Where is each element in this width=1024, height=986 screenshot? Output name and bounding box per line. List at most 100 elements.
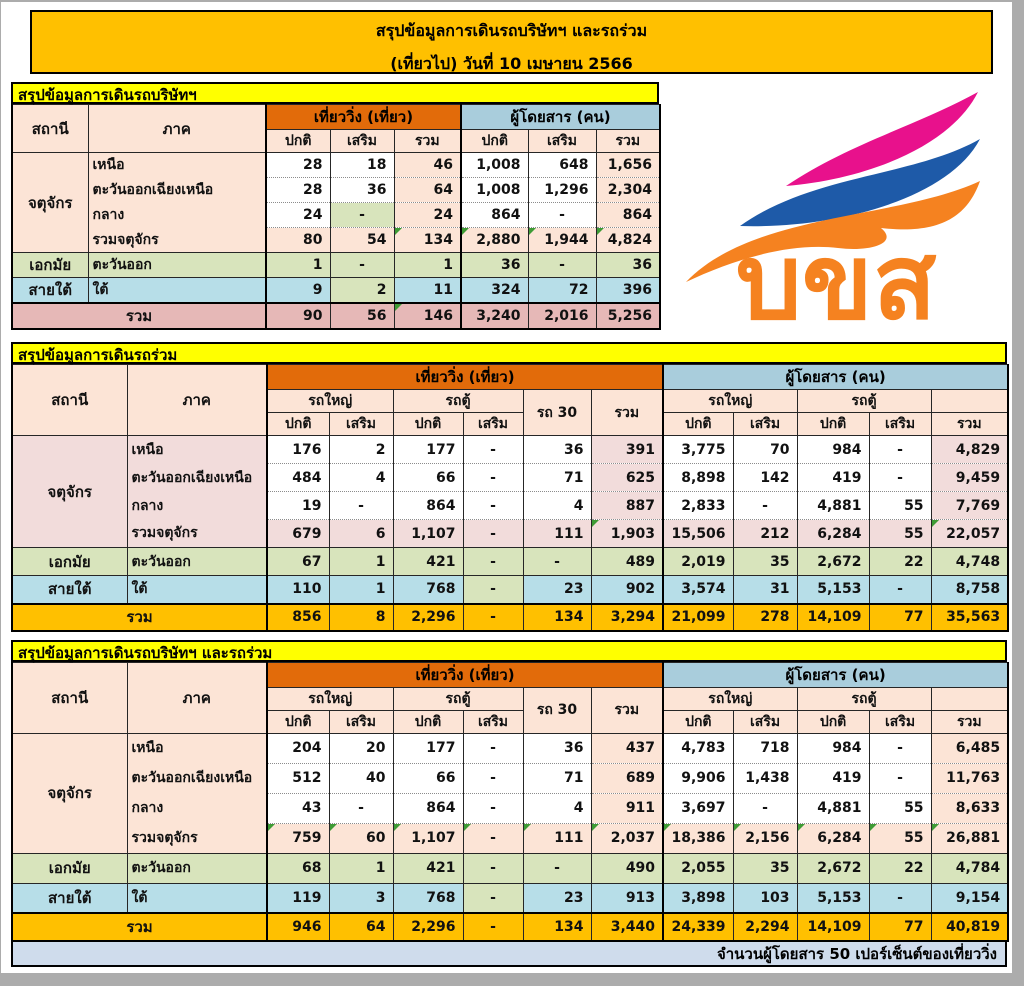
- data-cell: 887: [590, 491, 664, 520]
- header-station: สถานี: [11, 661, 128, 733]
- joint-table: สถานี ภาค เที่ยววิ่ง (เที่ยว) ผู้โดยสาร …: [11, 364, 1010, 632]
- data-cell: 4,881: [796, 792, 870, 823]
- data-cell: 512: [266, 762, 330, 793]
- data-cell: 1: [393, 252, 462, 278]
- data-cell: 2,880: [460, 227, 529, 253]
- data-cell: 913: [590, 882, 664, 913]
- total-cell: 2,294: [732, 912, 798, 941]
- header-normal: ปกติ: [392, 412, 464, 436]
- region-cell: ตะวันออก: [87, 252, 267, 278]
- company-section: สรุปข้อมูลการเดินรถบริษัทฯ สถานี ภาค เที…: [11, 82, 1012, 334]
- data-cell: 2,304: [595, 177, 661, 203]
- data-cell: 22: [868, 547, 932, 576]
- header-extra: เสริม: [462, 709, 524, 733]
- data-cell: 679: [266, 519, 330, 548]
- header-normal: ปกติ: [265, 129, 331, 153]
- station-cell: สายใต้: [11, 575, 128, 604]
- data-cell: -: [328, 491, 394, 520]
- header-extra: เสริม: [328, 709, 394, 733]
- station-cell: จตุจักร: [11, 152, 89, 253]
- region-cell: รวมจตุจักร: [126, 823, 268, 853]
- data-cell: 759: [266, 822, 330, 853]
- station-cell: สายใต้: [11, 277, 89, 303]
- header-extra: เสริม: [462, 412, 524, 436]
- total-cell: 35,563: [930, 602, 1009, 631]
- data-cell: 1,944: [527, 227, 597, 253]
- header-extra: เสริม: [732, 709, 798, 733]
- data-cell: 1: [328, 547, 394, 576]
- data-cell: -: [462, 435, 524, 464]
- station-cell: สายใต้: [11, 882, 128, 913]
- data-cell: 1: [328, 852, 394, 883]
- data-cell: 396: [595, 277, 661, 303]
- data-cell: 3,898: [662, 882, 734, 913]
- report-subtitle: (เที่ยวไป) วันที่ 10 เมษายน 2566: [390, 54, 633, 73]
- region-cell: ใต้: [87, 277, 267, 303]
- data-cell: 36: [522, 435, 592, 464]
- data-cell: 204: [266, 732, 330, 763]
- data-cell: 1,903: [590, 519, 664, 548]
- data-cell: 768: [392, 575, 464, 604]
- data-cell: 8,633: [930, 792, 1009, 823]
- data-cell: 864: [392, 792, 464, 823]
- company-table-block: สรุปข้อมูลการเดินรถบริษัทฯ สถานี ภาค เที…: [11, 82, 662, 334]
- total-cell: 14,109: [796, 602, 870, 631]
- data-cell: 31: [732, 575, 798, 604]
- data-cell: -: [462, 575, 524, 604]
- data-cell: 80: [265, 227, 331, 253]
- data-cell: 6,485: [930, 732, 1009, 763]
- data-cell: 6,284: [796, 822, 870, 853]
- data-cell: 768: [392, 882, 464, 913]
- total-cell: 3,294: [590, 602, 664, 631]
- table-row: รวมจตุจักร 679 6 1,107 - 111 1,903 15,50…: [12, 519, 1009, 548]
- station-cell: จตุจักร: [11, 732, 128, 853]
- data-cell: 55: [868, 491, 932, 520]
- station-cell: เอกมัย: [11, 547, 128, 576]
- header-normal: ปกติ: [460, 129, 529, 153]
- total-label: รวม: [11, 302, 267, 329]
- data-cell: 36: [522, 732, 592, 763]
- data-cell: 1,008: [460, 177, 529, 203]
- data-cell: 421: [392, 547, 464, 576]
- table-row: เอกมัย ตะวันออก 1 - 1 36 - 36: [11, 252, 661, 278]
- data-cell: 18,386: [662, 822, 734, 853]
- data-cell: 36: [460, 252, 529, 278]
- data-cell: 71: [522, 463, 592, 492]
- data-cell: 1,107: [392, 519, 464, 548]
- data-cell: -: [868, 463, 932, 492]
- spreadsheet-page: สรุปข้อมูลการเดินรถบริษัทฯ และรถร่วม (เท…: [1, 2, 1012, 973]
- total-cell: 14,109: [796, 912, 870, 941]
- data-cell: 2,156: [732, 822, 798, 853]
- region-cell: ตะวันออก: [126, 547, 268, 576]
- data-cell: 625: [590, 463, 664, 492]
- table-row: สายใต้ ใต้ 119 3 768 - 23 913 3,898 103 …: [11, 882, 1009, 913]
- header-bus-van: รถตู้: [392, 389, 524, 413]
- table-row: รวมจตุจักร 80 54 134 2,880 1,944 4,824: [12, 227, 661, 253]
- data-cell: 111: [522, 519, 592, 548]
- header-trips-group: เที่ยววิ่ง (เที่ยว): [265, 364, 664, 390]
- transport-co-logo: บขส: [659, 82, 1007, 334]
- region-cell: ตะวันออก: [126, 852, 268, 883]
- data-cell: 4: [522, 792, 592, 823]
- data-cell: 689: [590, 762, 664, 793]
- data-cell: 119: [266, 882, 330, 913]
- total-cell: -: [462, 912, 524, 941]
- table-row: รวมจตุจักร 759 60 1,107 - 111 2,037 18,3…: [12, 822, 1009, 853]
- table-row: ตะวันออกเฉียงเหนือ 512 40 66 - 71 689 9,…: [12, 762, 1009, 793]
- data-cell: 3,775: [662, 435, 734, 464]
- data-cell: 26,881: [930, 822, 1009, 853]
- data-cell: 2,672: [796, 547, 870, 576]
- data-cell: -: [527, 202, 597, 228]
- header-normal: ปกติ: [266, 412, 330, 436]
- total-label: รวม: [11, 602, 268, 631]
- data-cell: 4,784: [930, 852, 1009, 883]
- header-trips-group: เที่ยววิ่ง (เที่ยว): [265, 661, 664, 687]
- data-cell: 177: [392, 732, 464, 763]
- data-cell: -: [732, 792, 798, 823]
- data-cell: 55: [868, 519, 932, 548]
- region-cell: กลาง: [87, 202, 267, 228]
- data-cell: 902: [590, 575, 664, 604]
- combined-table: สถานี ภาค เที่ยววิ่ง (เที่ยว) ผู้โดยสาร …: [11, 661, 1010, 942]
- data-cell: 864: [392, 491, 464, 520]
- data-cell: 9,906: [662, 762, 734, 793]
